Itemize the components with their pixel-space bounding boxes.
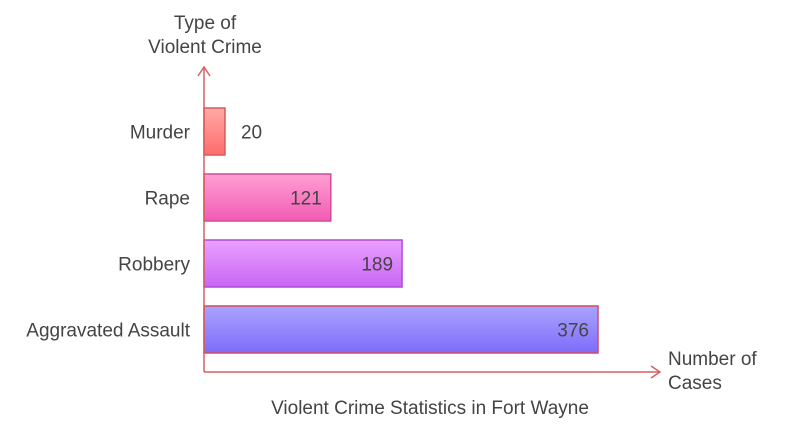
value-label-murder: 20	[241, 123, 262, 144]
axes-group	[197, 65, 662, 379]
bar-rape	[203, 173, 332, 222]
value-label-aggravated-assault: 376	[557, 321, 589, 342]
bar-robbery	[203, 239, 403, 288]
x-axis-arrow	[650, 365, 662, 379]
y-axis-title-line-1: Type of	[173, 13, 237, 34]
chart-title: Violent Crime Statistics in Fort Wayne	[271, 398, 589, 419]
category-label-robbery: Robbery	[118, 255, 190, 276]
y-axis-title: Type of Violent Crime	[130, 12, 280, 60]
x-axis-title-line-2: Cases	[668, 373, 722, 394]
category-label-rape: Rape	[145, 189, 190, 210]
category-label-aggravated-assault: Aggravated Assault	[26, 321, 190, 342]
x-axis-title-line-1: Number of	[668, 349, 757, 370]
value-label-rape: 121	[290, 189, 322, 210]
bar-murder	[203, 107, 226, 156]
bars-group: Murder 20 Rape 121 Robbery 189 Aggravated Assa…	[26, 107, 599, 354]
value-label-robbery: 189	[361, 255, 393, 276]
y-axis-arrow	[197, 65, 211, 77]
y-axis-title-line-2: Violent Crime	[148, 37, 262, 58]
category-label-murder: Murder	[130, 123, 191, 144]
bar-aggravated-assault	[203, 305, 599, 354]
x-axis-title: Number of Cases	[668, 348, 783, 396]
